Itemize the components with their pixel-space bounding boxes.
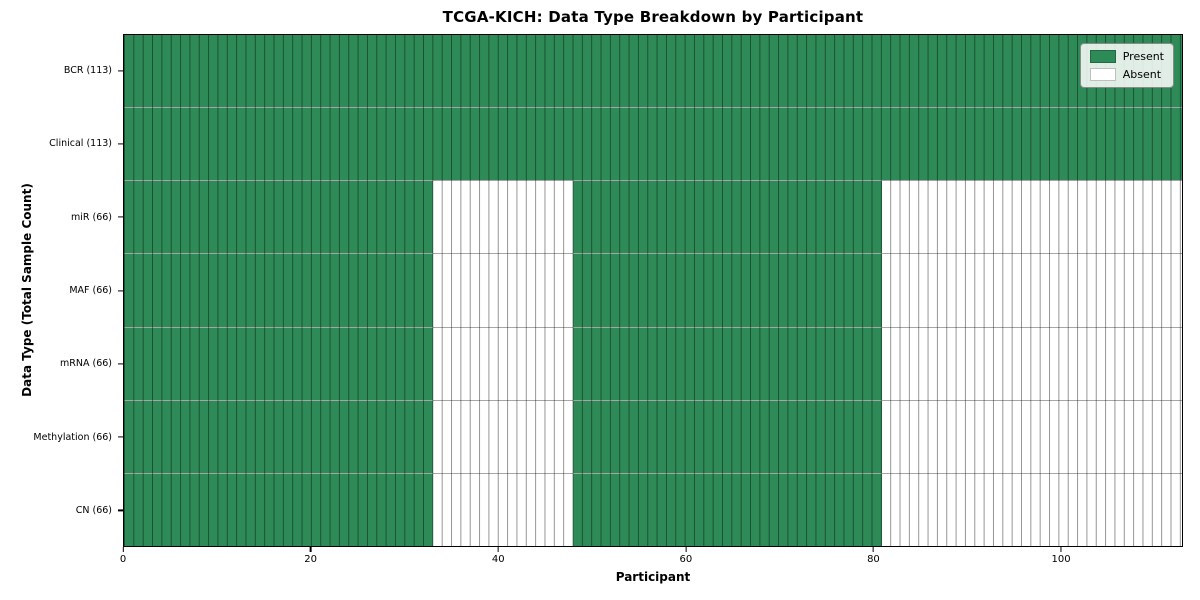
y-tick-label: MAF (66) — [69, 284, 112, 296]
y-tick-mark — [118, 143, 123, 145]
present-segment — [124, 181, 433, 254]
present-segment — [124, 400, 433, 473]
y-tick-mark — [118, 363, 123, 365]
x-tick: 0 — [120, 547, 126, 565]
x-tick-label: 20 — [304, 554, 317, 565]
x-tick: 60 — [679, 547, 692, 565]
data-type-row — [124, 326, 1182, 400]
y-tick-mark — [118, 509, 123, 511]
absent-segment — [882, 400, 1182, 473]
data-type-row — [124, 472, 1182, 546]
present-segment — [573, 400, 883, 473]
x-tick-label: 40 — [491, 554, 505, 565]
x-tick: 20 — [304, 547, 317, 565]
y-tick-label: CN (66) — [75, 504, 112, 516]
x-tick: 100 — [1052, 547, 1071, 565]
data-type-row — [124, 253, 1182, 327]
present-segment — [124, 327, 433, 400]
y-tick-mark — [118, 289, 123, 292]
x-axis: 0 20 40 60 80 100 — [120, 547, 1183, 577]
data-type-row — [124, 107, 1182, 181]
x-tick-label: 0 — [119, 554, 127, 565]
presence-matrix — [124, 35, 1182, 546]
present-segment — [124, 108, 1182, 181]
y-tick-label: miR (66) — [70, 211, 112, 223]
x-tick-label: 60 — [679, 554, 693, 565]
y-tick-label: Clinical (113) — [49, 138, 112, 150]
y-tick-label: mRNA (66) — [60, 358, 112, 370]
y-tick-mark — [118, 70, 123, 72]
x-tick-mark — [497, 547, 499, 552]
data-type-row — [124, 399, 1182, 473]
legend-item-present: Present — [1089, 50, 1164, 63]
x-axis-label: Participant — [615, 570, 691, 584]
absent-swatch-icon — [1089, 68, 1116, 81]
absent-segment — [432, 400, 574, 473]
legend-label-present: Present — [1122, 50, 1164, 63]
present-segment — [573, 181, 883, 254]
x-tick: 40 — [492, 547, 505, 565]
present-segment — [573, 254, 883, 327]
y-tick-label: Methylation (66) — [33, 431, 112, 443]
absent-segment — [432, 327, 574, 400]
absent-segment — [432, 181, 574, 254]
x-tick-label: 80 — [867, 554, 880, 565]
x-tick-mark — [685, 547, 687, 552]
legend: Present Absent — [1079, 43, 1174, 88]
y-tick-marks — [118, 34, 123, 547]
y-tick-mark — [118, 216, 123, 218]
absent-segment — [882, 181, 1182, 254]
absent-segment — [882, 327, 1182, 400]
x-tick-label: 100 — [1051, 554, 1071, 565]
absent-segment — [882, 473, 1182, 546]
plot-area: Present Absent — [123, 34, 1183, 547]
data-type-row — [124, 180, 1182, 254]
present-segment — [124, 35, 1182, 108]
present-segment — [124, 254, 433, 327]
absent-segment — [432, 473, 574, 546]
x-tick-mark — [1060, 547, 1062, 552]
present-segment — [573, 327, 883, 400]
x-tick-mark — [310, 547, 312, 552]
x-tick: 80 — [867, 547, 880, 565]
x-tick-mark — [872, 547, 875, 552]
y-tick-label: BCR (113) — [63, 65, 112, 77]
y-tick-mark — [118, 436, 123, 438]
absent-segment — [882, 254, 1182, 327]
present-swatch-icon — [1089, 50, 1116, 63]
absent-segment — [432, 254, 574, 327]
present-segment — [573, 473, 883, 546]
legend-item-absent: Absent — [1089, 68, 1164, 81]
legend-label-absent: Absent — [1122, 68, 1162, 81]
chart-title: TCGA-KICH: Data Type Breakdown by Partic… — [442, 8, 864, 26]
y-tick-labels: BCR (113) Clinical (113) miR (66) MAF (66) m… — [0, 34, 112, 547]
present-segment — [124, 473, 433, 546]
data-type-row — [124, 35, 1182, 108]
x-tick-mark — [122, 547, 124, 552]
